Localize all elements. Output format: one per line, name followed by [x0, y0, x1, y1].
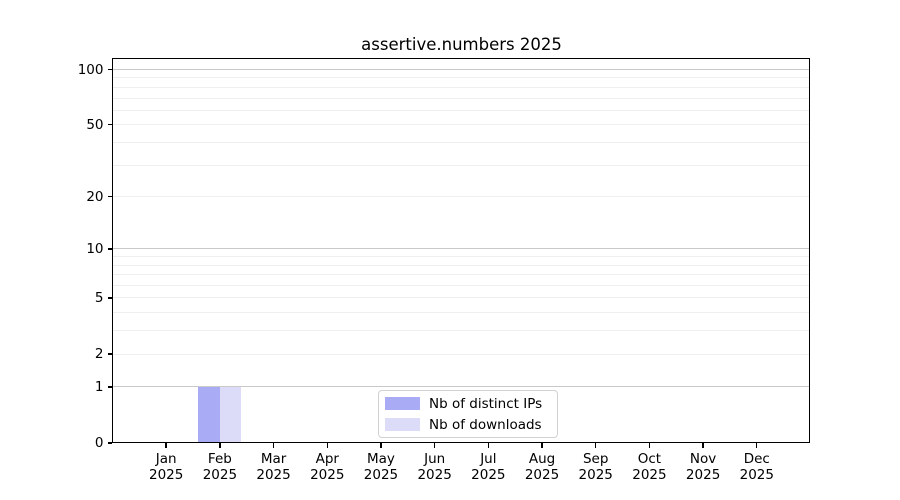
x-axis-tick	[702, 443, 704, 448]
x-tick-year: 2025	[471, 466, 506, 483]
x-tick-year: 2025	[202, 466, 238, 483]
x-tick-month: Jun	[424, 451, 446, 467]
gridline-minor	[113, 330, 810, 332]
x-axis-tick	[433, 443, 436, 448]
y-tick-label: 10	[86, 240, 104, 257]
y-tick-label: 1	[94, 378, 104, 395]
x-tick-label: Jun 2025	[403, 451, 467, 483]
gridline-minor	[113, 141, 810, 143]
y-axis-tick	[107, 195, 112, 198]
x-tick-label: May 2025	[349, 451, 413, 483]
x-tick-year: 2025	[310, 466, 345, 483]
gridline-minor	[113, 97, 810, 99]
x-tick-label: Oct 2025	[617, 451, 681, 483]
chart-title: assertive.numbers 2025	[361, 35, 562, 54]
legend-item-distinct-ips: Nb of distinct IPs	[385, 396, 557, 412]
x-tick-year: 2025	[149, 466, 184, 483]
x-tick-month: Apr	[315, 451, 339, 467]
gridline-minor	[113, 256, 810, 258]
x-tick-year: 2025	[685, 466, 721, 483]
x-tick-year: 2025	[417, 466, 452, 483]
x-axis-tick	[380, 443, 382, 448]
x-axis-tick	[541, 443, 543, 448]
x-tick-year: 2025	[578, 466, 613, 483]
x-tick-label: Mar 2025	[242, 451, 306, 483]
y-axis-tick	[107, 353, 112, 355]
legend-label-distinct-ips: Nb of distinct IPs	[429, 395, 543, 412]
x-tick-year: 2025	[524, 466, 560, 483]
x-tick-month: Jan	[155, 451, 177, 467]
bar-distinct-ips-feb	[198, 386, 220, 443]
y-axis-tick	[107, 297, 112, 299]
plot-area-frame	[112, 58, 810, 443]
legend-swatch-distinct-ips-icon	[385, 397, 420, 410]
x-tick-month: Mar	[260, 451, 287, 467]
legend-label-downloads: Nb of downloads	[429, 416, 542, 433]
gridline-minor	[113, 297, 810, 299]
gridline-minor	[113, 86, 810, 88]
x-axis-tick	[219, 443, 221, 448]
gridline-major	[113, 386, 810, 388]
x-tick-label: Jan 2025	[134, 451, 198, 483]
y-axis-tick	[107, 124, 112, 126]
gridline-minor	[113, 196, 810, 198]
x-tick-label: Feb 2025	[188, 451, 252, 483]
gridline-major	[113, 69, 810, 70]
x-tick-month: Dec	[743, 451, 770, 467]
x-tick-month: Nov	[689, 451, 717, 467]
gridline-minor	[113, 164, 810, 166]
x-tick-year: 2025	[256, 466, 291, 483]
gridline-major	[113, 248, 810, 250]
y-axis-tick	[107, 386, 112, 388]
gridline-minor	[113, 285, 810, 287]
x-axis-tick	[487, 443, 490, 448]
legend-item-downloads: Nb of downloads	[385, 417, 557, 433]
gridline-minor	[113, 274, 810, 276]
y-tick-label: 100	[77, 61, 104, 78]
x-tick-month: Feb	[207, 451, 232, 467]
gridline-minor	[113, 264, 810, 266]
x-axis-tick	[756, 443, 758, 448]
legend-swatch-downloads-icon	[385, 418, 420, 431]
x-axis-tick	[648, 443, 651, 448]
x-tick-label: Jul 2025	[456, 451, 520, 483]
y-axis-tick	[107, 442, 112, 444]
y-tick-label: 50	[86, 116, 104, 133]
x-tick-month: May	[366, 451, 395, 467]
gridline-minor	[113, 312, 810, 314]
bar-downloads-feb	[219, 386, 242, 443]
gridline-minor	[113, 353, 810, 355]
x-tick-year: 2025	[363, 466, 399, 483]
x-tick-label: Aug 2025	[510, 451, 574, 483]
y-tick-label: 0	[94, 435, 104, 451]
x-tick-label: Dec 2025	[725, 451, 789, 483]
y-tick-label: 20	[86, 188, 104, 205]
gridline-minor	[113, 77, 810, 79]
y-axis-tick	[107, 248, 112, 250]
x-tick-year: 2025	[632, 466, 667, 483]
x-tick-month: Sep	[582, 451, 609, 467]
x-tick-label: Apr 2025	[295, 451, 359, 483]
y-tick-label: 5	[94, 289, 104, 306]
x-axis-tick	[165, 443, 167, 448]
gridline-minor	[113, 109, 810, 111]
x-tick-label: Nov 2025	[671, 451, 735, 483]
x-axis-tick	[326, 443, 328, 448]
x-tick-label: Sep 2025	[564, 451, 628, 483]
x-tick-month: Jul	[480, 451, 497, 467]
x-tick-month: Aug	[528, 451, 556, 467]
legend: Nb of distinct IPs Nb of downloads	[378, 390, 558, 438]
x-tick-year: 2025	[739, 466, 774, 483]
y-tick-label: 2	[94, 346, 104, 363]
x-axis-tick	[595, 443, 597, 448]
x-axis-tick	[272, 443, 275, 448]
gridline-minor	[113, 124, 810, 126]
x-tick-month: Oct	[637, 451, 662, 467]
y-axis-tick	[107, 68, 112, 71]
